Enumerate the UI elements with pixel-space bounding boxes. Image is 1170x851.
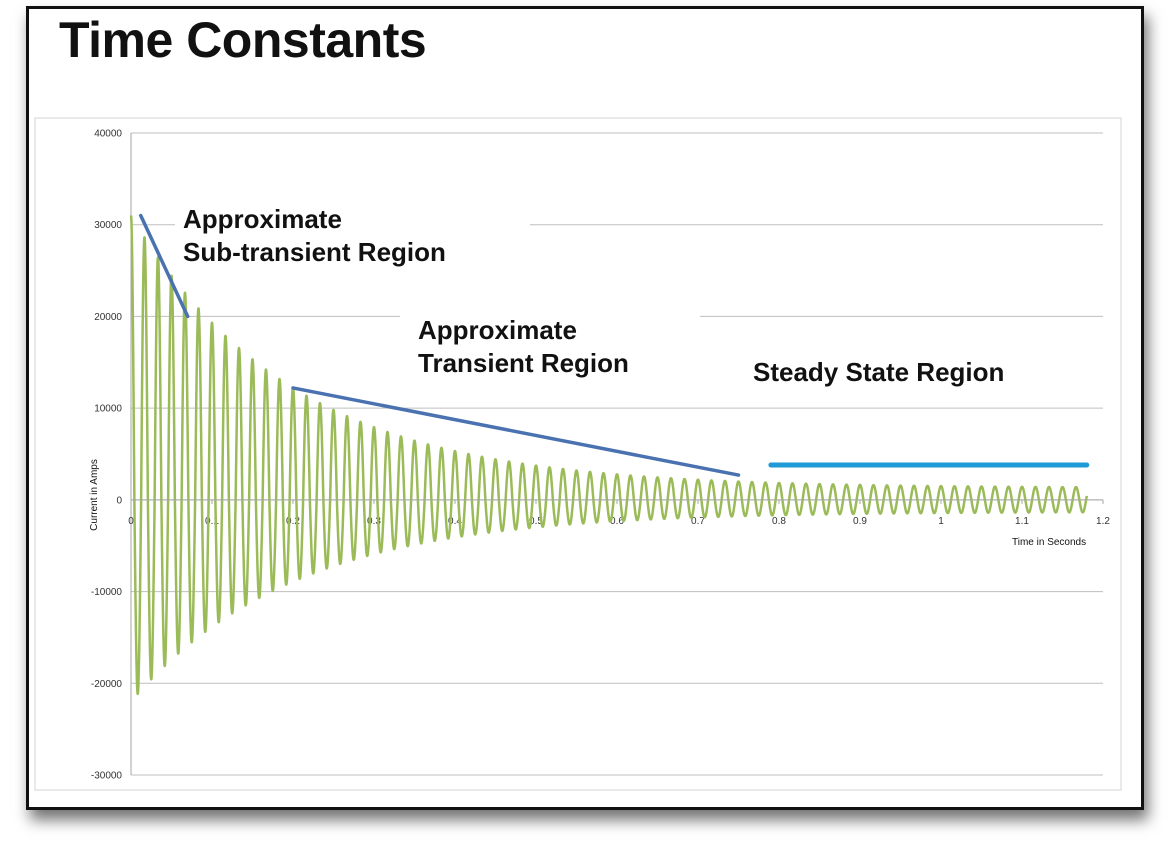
x-tick-label: 0.2: [286, 516, 300, 527]
y-tick-label: -30000: [91, 771, 123, 782]
y-axis-ticks: 40000 30000 20000 10000 0 -10000 -20000 -30000: [91, 129, 123, 782]
y-tick-label: -20000: [91, 679, 123, 690]
region-label: Transient Region: [418, 348, 629, 378]
x-tick-label: 0.7: [691, 516, 705, 527]
x-tick-label: 1.2: [1096, 516, 1110, 527]
x-tick-label: 1: [938, 516, 944, 527]
x-tick-label: 1.1: [1015, 516, 1029, 527]
current-waveform-series: [129, 215, 1089, 696]
x-tick-label: 0.3: [367, 516, 381, 527]
y-tick-label: 10000: [94, 404, 122, 415]
region-label: Approximate: [418, 315, 577, 345]
y-tick-label: 20000: [94, 312, 122, 323]
x-tick-label: 0.4: [448, 516, 462, 527]
x-tick-label: 0.6: [610, 516, 624, 527]
region-label: Approximate: [183, 204, 342, 234]
x-tick-label: 0.1: [205, 516, 219, 527]
x-axis-ticks: 0 0.1 0.2 0.3 0.4 0.5 0.6 0.7 0.8 0.9 1 1.1 1.2: [128, 499, 1110, 527]
region-marker-line: [138, 213, 190, 319]
y-axis-title: Current in Amps: [89, 459, 100, 531]
region-label-background: [175, 196, 530, 279]
y-tick-label: 40000: [94, 129, 122, 140]
y-tick-label: 0: [116, 495, 122, 506]
region-marker-line: [291, 386, 741, 477]
region-label-background: [400, 308, 700, 393]
y-tick-label: 30000: [94, 220, 122, 231]
x-tick-label: 0: [128, 516, 134, 527]
region-label: Steady State Region: [753, 357, 1004, 387]
x-tick-label: 0.5: [529, 516, 543, 527]
region-label: Sub-transient Region: [183, 237, 446, 267]
region-label-background: [740, 350, 1085, 392]
x-tick-label: 0.9: [853, 516, 867, 527]
x-tick-label: 0.8: [772, 516, 786, 527]
plot-area-border: [34, 117, 1122, 791]
y-tick-label: -10000: [91, 587, 123, 598]
x-axis-title: Time in Seconds: [1012, 537, 1086, 548]
slide-title: Time Constants: [59, 12, 427, 68]
